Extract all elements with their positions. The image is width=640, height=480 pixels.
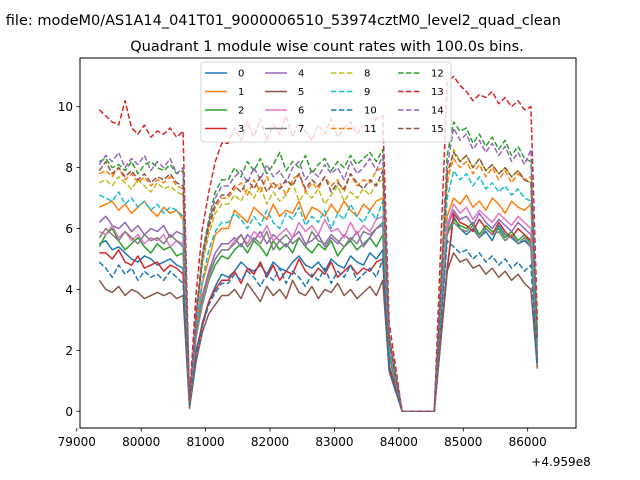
plot-frame [79,57,577,429]
series-line-13 [98,75,539,412]
x-tick-label: 81000 [187,435,225,449]
legend-label-8: 8 [364,69,370,80]
series-line-1 [98,194,539,412]
x-tick-label: 79000 [58,435,96,449]
x-tick-label: 86000 [509,435,547,449]
legend-label-5: 5 [298,87,304,98]
legend-label-4: 4 [298,69,304,80]
x-offset-label: +4.959e8 [531,455,590,469]
legend-label-7: 7 [298,124,304,135]
legend-label-15: 15 [431,124,444,135]
series-line-4 [98,209,539,412]
y-tick-label: 6 [65,222,73,236]
legend-label-10: 10 [364,106,377,117]
y-tick-label: 4 [65,283,73,297]
legend-label-1: 1 [238,87,244,98]
legend-label-12: 12 [431,69,444,80]
series-line-6 [98,203,539,412]
series-layer [98,75,539,412]
y-tick-label: 2 [65,344,73,358]
x-tick-label: 80000 [122,435,160,449]
y-tick-label: 8 [65,161,73,175]
series-line-9 [99,169,539,412]
series-line-5 [98,252,539,412]
x-axis: 79000 80000 81000 82000 83000 84000 85000 86000 [58,428,547,449]
legend-label-2: 2 [238,106,244,117]
figure-suptitle: n file: modeM0/AS1A14_041T01_9000006510_… [0,13,561,29]
series-line-7 [98,221,539,412]
legend-box [200,61,452,143]
legend-label-0: 0 [238,69,244,80]
legend-label-9: 9 [364,87,370,98]
y-axis: 0 2 4 6 8 10 [58,100,80,419]
series-line-12 [98,121,539,412]
legend-label-14: 14 [431,106,444,117]
chart-title: Quadrant 1 module wise count rates with … [130,39,524,55]
series-line-14 [98,127,539,412]
series-line-11 [98,157,539,412]
y-tick-label: 10 [58,100,73,114]
x-tick-label: 85000 [444,435,482,449]
legend-label-3: 3 [238,124,244,135]
x-tick-label: 84000 [380,435,418,449]
y-tick-label: 0 [65,405,73,419]
series-line-0 [99,215,539,412]
series-line-2 [98,218,539,412]
x-tick-label: 83000 [315,435,353,449]
legend-label-11: 11 [364,124,377,135]
series-line-10 [98,239,539,412]
series-line-15 [98,151,539,412]
x-tick-label: 82000 [251,435,289,449]
legend-label-6: 6 [298,106,304,117]
series-line-3 [99,212,539,412]
legend-label-13: 13 [431,87,444,98]
